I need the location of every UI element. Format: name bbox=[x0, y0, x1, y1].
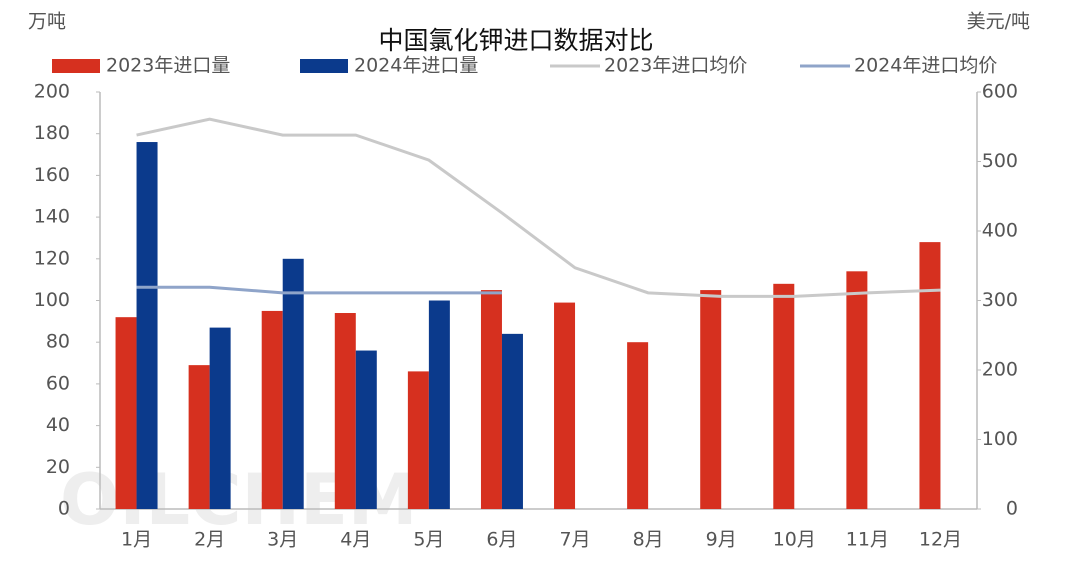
x-tick-label: 1月 bbox=[121, 529, 152, 551]
bar bbox=[846, 271, 868, 509]
x-tick-label: 7月 bbox=[559, 529, 590, 551]
x-tick-label: 6月 bbox=[486, 529, 517, 551]
y2-axis-label: 美元/吨 bbox=[967, 11, 1030, 33]
x-tick-label: 3月 bbox=[267, 529, 298, 551]
bar bbox=[700, 290, 722, 509]
bar bbox=[261, 310, 283, 509]
legend-label: 2024年进口量 bbox=[354, 55, 478, 77]
y2-tick-label: 400 bbox=[982, 220, 1018, 242]
legend-label: 2024年进口均价 bbox=[854, 55, 997, 77]
line bbox=[136, 117, 941, 298]
y-tick-label: 40 bbox=[46, 414, 70, 436]
y-tick-label: 180 bbox=[34, 122, 70, 144]
bar bbox=[407, 371, 429, 509]
y-axis-label: 万吨 bbox=[28, 11, 66, 33]
bar bbox=[209, 327, 231, 509]
bar bbox=[334, 313, 356, 509]
x-tick-label: 5月 bbox=[413, 529, 444, 551]
y-tick-label: 100 bbox=[34, 289, 70, 311]
y2-tick-label: 0 bbox=[1006, 498, 1018, 520]
bar bbox=[480, 290, 502, 509]
y-tick-label: 60 bbox=[46, 372, 70, 394]
x-tick-label: 8月 bbox=[633, 529, 664, 551]
y-tick-label: 140 bbox=[34, 206, 70, 228]
x-tick-label: 11月 bbox=[846, 529, 889, 551]
y-tick-label: 160 bbox=[34, 164, 70, 186]
bar bbox=[188, 365, 210, 509]
y2-tick-label: 200 bbox=[982, 359, 1018, 381]
bar bbox=[115, 317, 137, 509]
chart-title: 中国氯化钾进口数据对比 bbox=[378, 26, 653, 55]
y2-tick-label: 300 bbox=[982, 289, 1018, 311]
y2-tick-label: 600 bbox=[982, 81, 1018, 103]
y-tick-label: 200 bbox=[34, 81, 70, 103]
bar bbox=[919, 242, 941, 509]
y-tick-label: 20 bbox=[46, 456, 70, 478]
bar bbox=[355, 350, 377, 509]
legend-swatch bbox=[52, 59, 100, 73]
y-tick-label: 80 bbox=[46, 331, 70, 353]
legend-swatch bbox=[300, 59, 348, 73]
x-tick-label: 10月 bbox=[773, 529, 816, 551]
bar bbox=[136, 142, 158, 510]
bar bbox=[554, 302, 576, 509]
line bbox=[136, 285, 502, 295]
y-tick-label: 0 bbox=[58, 498, 70, 520]
x-tick-label: 2月 bbox=[194, 529, 225, 551]
bar bbox=[282, 258, 304, 509]
y-tick-label: 120 bbox=[34, 247, 70, 269]
x-tick-label: 4月 bbox=[340, 529, 371, 551]
bar bbox=[627, 342, 649, 509]
x-tick-label: 12月 bbox=[919, 529, 962, 551]
y2-tick-label: 500 bbox=[982, 150, 1018, 172]
legend-label: 2023年进口量 bbox=[106, 55, 230, 77]
y2-tick-label: 100 bbox=[982, 428, 1018, 450]
bar bbox=[428, 300, 450, 509]
legend-label: 2023年进口均价 bbox=[604, 55, 747, 77]
x-tick-label: 9月 bbox=[706, 529, 737, 551]
bar bbox=[773, 283, 795, 509]
bar bbox=[501, 333, 523, 509]
